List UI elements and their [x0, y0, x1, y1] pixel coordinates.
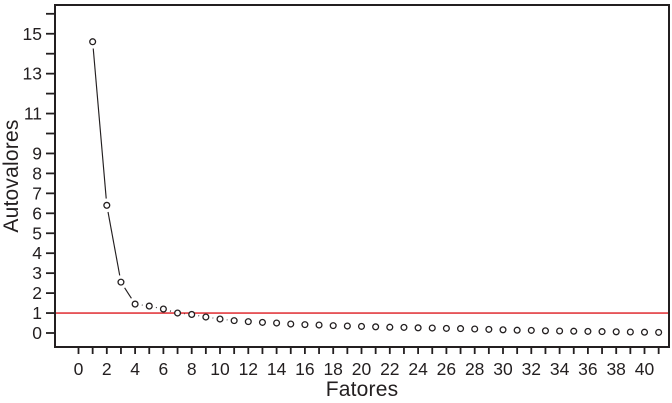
data-point — [541, 327, 549, 335]
y-tick-label: 1 — [32, 303, 42, 323]
data-point — [513, 326, 521, 334]
x-tick-label: 12 — [239, 359, 258, 379]
data-point — [202, 313, 210, 321]
y-tick-label: 6 — [32, 203, 42, 223]
data-point — [258, 318, 267, 326]
data-point — [471, 325, 479, 333]
data-point — [400, 323, 408, 331]
x-axis-title: Fatores — [325, 378, 399, 401]
data-point — [159, 305, 167, 313]
data-point — [103, 201, 111, 209]
data-point — [499, 326, 507, 334]
y-tick-label: 11 — [24, 104, 42, 124]
x-tick-label: 28 — [465, 359, 484, 379]
plot-frame — [54, 4, 670, 348]
x-tick-label: 10 — [210, 359, 230, 379]
data-point — [230, 317, 238, 325]
series-segment — [124, 287, 132, 299]
data-point — [131, 300, 139, 308]
y-tick-label: 15 — [23, 24, 42, 44]
data-point — [655, 328, 663, 336]
data-point — [414, 324, 422, 332]
data-point — [372, 323, 380, 331]
x-tick-label: 18 — [323, 359, 342, 379]
data-point — [329, 322, 337, 330]
data-point — [174, 309, 182, 317]
x-tick-label: 14 — [267, 359, 287, 379]
x-tick-label: 0 — [74, 359, 84, 379]
y-tick-label: 7 — [32, 183, 42, 203]
x-tick-label: 40 — [635, 359, 655, 379]
series-segment — [107, 211, 121, 276]
data-point — [343, 322, 351, 330]
data-point — [287, 320, 295, 328]
data-point — [273, 319, 281, 327]
data-point — [89, 38, 97, 46]
data-point — [244, 318, 252, 326]
data-point — [640, 328, 649, 336]
x-tick-label: 34 — [550, 359, 570, 379]
data-point — [612, 328, 620, 336]
data-point — [301, 321, 309, 329]
data-point — [527, 326, 535, 334]
y-tick-label: 3 — [32, 263, 42, 283]
data-point — [386, 323, 394, 331]
x-tick-label: 4 — [130, 359, 140, 379]
y-tick-label: 9 — [32, 143, 42, 163]
x-tick-label: 22 — [380, 359, 399, 379]
x-tick-label: 2 — [102, 359, 112, 379]
data-point — [145, 302, 153, 310]
data-point — [357, 322, 366, 330]
data-point — [428, 324, 436, 332]
y-tick-label: 0 — [32, 323, 42, 343]
x-tick-label: 20 — [352, 359, 372, 379]
x-tick-label: 30 — [493, 359, 513, 379]
x-tick-label: 32 — [522, 359, 541, 379]
y-tick-label: 5 — [32, 223, 42, 243]
x-tick-label: 26 — [437, 359, 456, 379]
data-point — [117, 278, 125, 286]
data-point — [188, 310, 196, 318]
data-point — [216, 315, 224, 323]
x-tick-label: 38 — [606, 359, 625, 379]
y-tick-label: 2 — [32, 283, 42, 303]
data-point — [485, 325, 493, 333]
data-point — [442, 324, 450, 332]
data-point — [584, 327, 592, 335]
data-point — [556, 327, 564, 335]
x-tick-label: 6 — [159, 359, 169, 379]
y-tick-label: 4 — [32, 243, 42, 263]
x-tick-label: 24 — [408, 359, 428, 379]
x-tick-label: 36 — [578, 359, 597, 379]
data-point — [570, 327, 578, 335]
y-axis-title: Autovalores — [0, 119, 23, 233]
x-tick-label: 16 — [295, 359, 314, 379]
y-tick-label: 13 — [23, 64, 42, 84]
data-point — [626, 328, 634, 336]
x-tick-label: 8 — [187, 359, 197, 379]
data-point — [315, 321, 323, 329]
y-tick-label: 8 — [32, 163, 42, 183]
data-point — [598, 328, 606, 336]
series-segment — [92, 48, 107, 199]
data-point — [456, 325, 465, 333]
